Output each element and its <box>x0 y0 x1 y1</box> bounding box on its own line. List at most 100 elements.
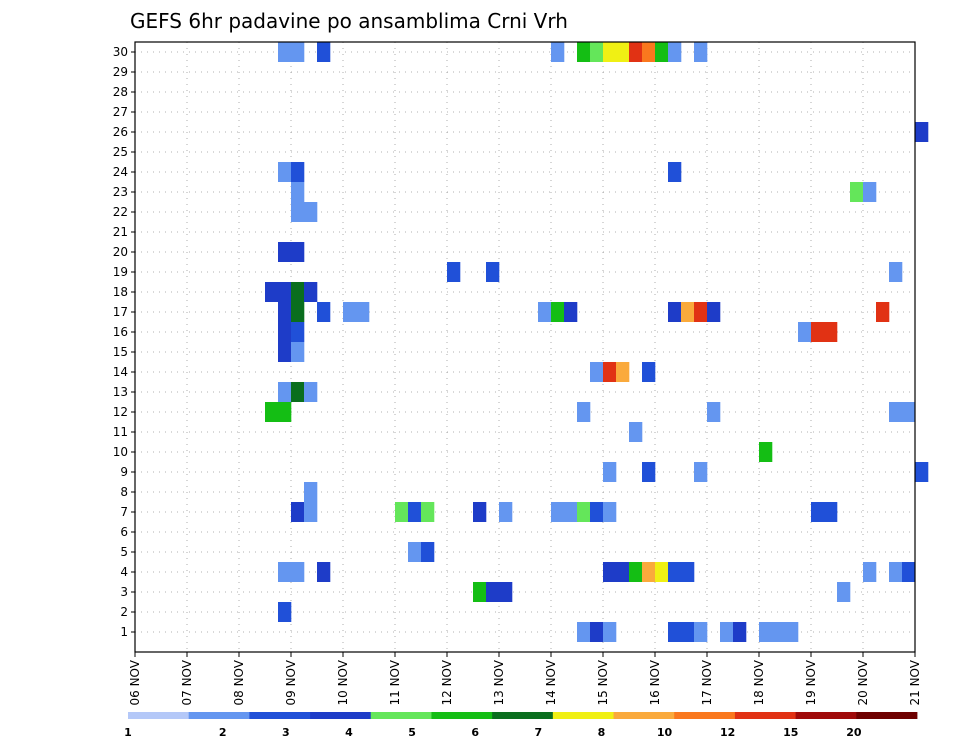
data-cell <box>902 562 916 582</box>
data-cell <box>291 342 305 362</box>
data-cell <box>915 462 929 482</box>
data-cell <box>265 282 279 302</box>
data-cell <box>811 502 825 522</box>
data-cell <box>720 622 734 642</box>
data-cell <box>902 402 916 422</box>
data-cell <box>473 502 487 522</box>
y-tick-label: 7 <box>120 505 128 519</box>
data-cell <box>668 42 682 62</box>
y-tick-label: 6 <box>120 525 128 539</box>
data-cell <box>486 262 500 282</box>
data-cell <box>668 302 682 322</box>
data-cell <box>304 382 318 402</box>
data-cell <box>629 42 643 62</box>
x-tick-label: 20 NOV <box>856 659 870 705</box>
legend-label: 20 <box>846 726 862 739</box>
data-cell <box>603 622 617 642</box>
legend-label: 3 <box>282 726 290 739</box>
data-cell <box>317 302 331 322</box>
data-cell <box>278 162 292 182</box>
legend-swatch <box>128 712 190 719</box>
y-tick-label: 24 <box>113 165 128 179</box>
data-cell <box>577 502 591 522</box>
data-cell <box>291 42 305 62</box>
data-cell <box>278 242 292 262</box>
x-tick-label: 18 NOV <box>752 659 766 705</box>
data-cell <box>551 302 565 322</box>
x-axis: 06 NOV 07 NOV 08 NOV 09 NOV 10 NOV 11 NOV 12 N… <box>128 652 922 706</box>
x-tick-label: 12 NOV <box>440 659 454 705</box>
y-tick-label: 4 <box>120 565 128 579</box>
data-cell <box>616 562 630 582</box>
data-cell <box>278 302 292 322</box>
y-tick-label: 17 <box>113 305 128 319</box>
legend-swatch <box>734 712 797 719</box>
data-cell <box>538 302 552 322</box>
y-tick-label: 20 <box>113 245 128 259</box>
data-cell <box>590 622 604 642</box>
data-cell <box>551 502 565 522</box>
y-tick-label: 9 <box>120 465 128 479</box>
legend-swatch <box>310 712 372 719</box>
data-cell <box>889 402 903 422</box>
y-tick-label: 14 <box>113 365 128 379</box>
data-cell <box>577 402 591 422</box>
data-cell <box>278 322 292 342</box>
legend: 1 2 3 4 5 6 7 8 10 12 15 20 <box>124 712 918 739</box>
data-cell <box>642 562 656 582</box>
data-cell <box>343 302 357 322</box>
y-tick-label: 27 <box>113 105 128 119</box>
legend-label: 10 <box>657 726 673 739</box>
data-cell <box>564 502 578 522</box>
legend-swatch <box>249 712 311 719</box>
data-cell <box>291 202 305 222</box>
data-cell <box>837 582 851 602</box>
x-tick-label: 15 NOV <box>596 659 610 705</box>
legend-label: 7 <box>534 726 542 739</box>
data-cell <box>590 42 604 62</box>
data-cell <box>824 322 838 342</box>
data-cell <box>486 582 500 602</box>
data-cell <box>291 182 305 202</box>
data-cell <box>304 202 318 222</box>
data-cell <box>889 562 903 582</box>
data-cell <box>603 462 617 482</box>
x-tick-label: 11 NOV <box>388 659 402 705</box>
data-cell <box>291 282 305 302</box>
x-tick-label: 17 NOV <box>700 659 714 705</box>
data-cell <box>278 382 292 402</box>
data-cell <box>707 402 721 422</box>
data-cell <box>733 622 747 642</box>
data-cell <box>681 302 695 322</box>
y-tick-label: 16 <box>113 325 128 339</box>
legend-label: 2 <box>219 726 227 739</box>
legend-swatch <box>370 712 432 719</box>
data-cell <box>473 582 487 602</box>
y-tick-label: 8 <box>120 485 128 499</box>
legend-swatch <box>431 712 493 719</box>
data-cell <box>408 542 422 562</box>
legend-label: 5 <box>408 726 416 739</box>
data-cell <box>681 562 695 582</box>
data-cell <box>668 622 682 642</box>
data-cell <box>291 502 305 522</box>
data-cell <box>642 362 656 382</box>
data-cell <box>317 42 331 62</box>
data-cell <box>811 322 825 342</box>
legend-swatch <box>552 712 614 719</box>
y-tick-label: 19 <box>113 265 128 279</box>
y-tick-label: 12 <box>113 405 128 419</box>
data-cell <box>694 302 708 322</box>
y-tick-label: 2 <box>120 605 128 619</box>
data-cell <box>317 562 331 582</box>
legend-swatch <box>856 712 918 719</box>
x-tick-label: 21 NOV <box>908 659 922 705</box>
data-cell <box>291 162 305 182</box>
data-cell <box>915 122 929 142</box>
data-cell <box>876 302 890 322</box>
y-tick-label: 25 <box>113 145 128 159</box>
data-cell <box>681 622 695 642</box>
data-cell <box>291 242 305 262</box>
y-tick-label: 18 <box>113 285 128 299</box>
x-tick-label: 10 NOV <box>336 659 350 705</box>
